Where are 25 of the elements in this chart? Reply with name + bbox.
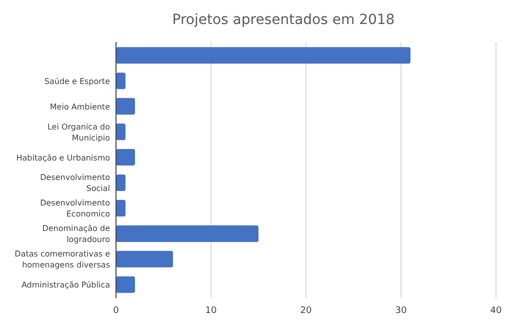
bar — [116, 72, 126, 90]
x-tick-label: 20 — [300, 306, 312, 316]
chart-title: Projetos apresentados em 2018 — [172, 12, 395, 28]
bar — [116, 124, 126, 140]
y-tick-label: Administração Pública — [21, 280, 110, 290]
bar — [116, 276, 135, 293]
y-tick-label: Habitação e Urbanismo — [16, 153, 110, 162]
bar — [116, 200, 126, 216]
bar — [116, 98, 135, 115]
y-tick-label: Denominação de logradouro — [42, 224, 110, 244]
x-tick-label: 10 — [205, 306, 217, 316]
bar — [116, 148, 135, 166]
y-tick-label: Desenvolvimento Social — [40, 173, 110, 194]
bar — [116, 174, 126, 192]
y-tick-label: Meio Ambiente — [50, 102, 110, 112]
y-tick-label: Saúde e Esporte — [44, 76, 110, 86]
bar — [116, 47, 410, 64]
bar — [116, 225, 258, 242]
bar — [116, 250, 173, 268]
x-tick-label: 40 — [490, 306, 502, 316]
y-tick-label: Datas comemorativas e homenagens diversas — [14, 250, 110, 270]
x-tick-label: 30 — [395, 306, 407, 316]
y-tick-label: Desenvolvimento Economico — [40, 198, 110, 219]
x-tick-label: 0 — [113, 306, 120, 316]
y-tick-label: Lei Organica do Municipio — [47, 122, 110, 142]
